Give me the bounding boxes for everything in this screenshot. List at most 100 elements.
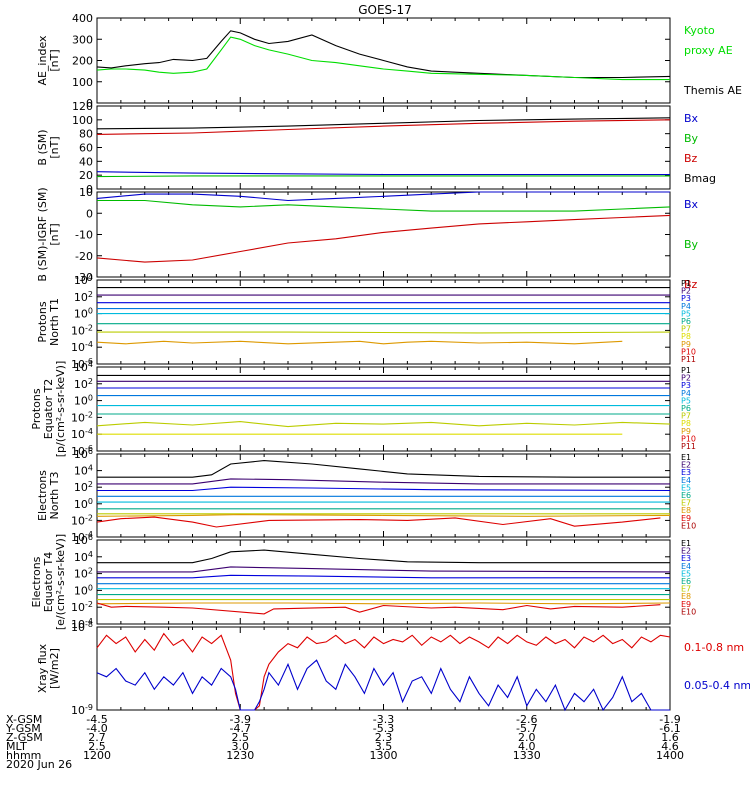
series-0-05-0-4-nm — [96, 659, 670, 712]
y-axis-label: Protons — [36, 301, 49, 342]
legend-entry: E9 — [681, 514, 691, 523]
y-tick-label: 10-2 — [71, 600, 93, 614]
y-tick-label: 100 — [74, 583, 93, 597]
y-axis-label: [p/(cm²-s-sr-keV)] — [54, 361, 67, 458]
legend-entry: E1 — [681, 539, 691, 548]
legend-entry: P4 — [681, 302, 691, 311]
legend-entry: P8 — [681, 332, 691, 341]
legend-entry: P9 — [681, 340, 691, 349]
legend-entry: By — [684, 238, 699, 251]
legend-entry: P10 — [681, 434, 696, 443]
panel-frame — [96, 279, 671, 365]
ephemeris-value: 1230 — [226, 749, 254, 762]
y-axis-label: North T1 — [48, 298, 61, 346]
y-axis-label: AE_index — [36, 35, 49, 86]
series-e8 — [96, 514, 671, 517]
ephemeris-value: 3.5 — [375, 740, 393, 753]
y-tick-label: 10-4 — [71, 530, 93, 544]
ephemeris-value: -6.1 — [659, 722, 680, 735]
legend-entry: P6 — [681, 317, 691, 326]
y-tick-label: 10-2 — [71, 323, 93, 337]
panel-pt2: 10-6 10-4 10-2 100 102 104 Protons Equator T2 [p… — [30, 360, 696, 458]
ephemeris-row-label: X-GSM — [6, 713, 42, 726]
legend-entry: proxy AE — [684, 44, 733, 57]
y-tick-label: 106 — [74, 447, 93, 461]
legend-entry: P2 — [681, 287, 691, 296]
legend-entry: Themis AE — [683, 84, 742, 97]
series-bmag — [96, 117, 671, 130]
series-e3 — [97, 574, 670, 579]
y-axis-label: Xray flux — [36, 643, 49, 693]
y-axis-label: Protons — [30, 388, 43, 429]
y-tick-label: -30 — [75, 271, 93, 284]
legend-entry: P10 — [681, 347, 696, 356]
legend-entry: P3 — [681, 381, 691, 390]
y-axis-label: Electrons — [36, 470, 49, 521]
ephemeris-value: -4.7 — [230, 722, 251, 735]
legend-entry: E10 — [681, 521, 696, 530]
figure-title: GOES-17 — [358, 3, 412, 17]
series-e9 — [96, 602, 661, 615]
ephemeris-value: -2.6 — [516, 713, 537, 726]
ephemeris-row-label: Z-GSM — [6, 731, 43, 744]
ephemeris-value: -4.5 — [86, 713, 107, 726]
y-tick-label: 10-6 — [71, 444, 93, 458]
legend-entry: E4 — [681, 476, 691, 485]
series-bz — [96, 214, 671, 263]
series-e1 — [97, 460, 670, 478]
ephemeris-value: 1.6 — [661, 731, 679, 744]
y-tick-label: 102 — [74, 480, 93, 494]
y-axis-label: B (SM)-IGRF (SM) — [36, 187, 49, 281]
series-bx — [96, 191, 670, 202]
y-axis-label: North T3 — [48, 472, 61, 520]
y-tick-label: 10-6 — [71, 357, 93, 371]
y-tick-label: 10-9 — [71, 703, 93, 717]
series-themis-ae — [96, 30, 671, 79]
y-tick-label: 100 — [74, 307, 93, 321]
legend-entry: 0.1-0.8 nm — [684, 641, 744, 654]
ephemeris-row-label: Y-GSM — [5, 722, 41, 735]
series-p7 — [96, 421, 671, 428]
series-e1 — [97, 549, 670, 564]
legend-entry: P6 — [681, 404, 691, 413]
ephemeris-value: -1.9 — [659, 713, 680, 726]
series-e2 — [97, 566, 671, 573]
legend-entry: P7 — [681, 325, 691, 334]
y-axis-label: [e/(cm²-s-sr-keV)] — [54, 534, 67, 630]
y-axis-label: [nT] — [48, 223, 61, 245]
legend-entry: E6 — [681, 491, 691, 500]
series-e3 — [97, 486, 671, 492]
legend-entry: P1 — [681, 366, 691, 375]
ephemeris-value: 1300 — [370, 749, 398, 762]
ephemeris-value: 1330 — [513, 749, 541, 762]
y-tick-label: 104 — [74, 273, 93, 287]
series-by — [97, 199, 671, 212]
ephemeris-value: 2.3 — [375, 731, 393, 744]
legend-entry: E7 — [681, 585, 691, 594]
y-tick-label: 200 — [72, 55, 93, 68]
ephemeris-value: 4.6 — [661, 740, 679, 753]
series-e2 — [97, 478, 670, 485]
y-tick-label: 100 — [74, 497, 93, 511]
ephemeris-row-label: hhmm — [6, 749, 41, 762]
legend-entry: P8 — [681, 419, 691, 428]
panel-frame — [96, 366, 671, 452]
ephemeris-value: 2.5 — [88, 740, 106, 753]
ephemeris-value: 1400 — [656, 749, 684, 762]
series-kyoto-proxy-ae — [96, 36, 670, 81]
panel-frame — [96, 539, 671, 625]
ephemeris-value: -5.7 — [516, 722, 537, 735]
legend-entry: E7 — [681, 499, 691, 508]
legend-entry: E6 — [681, 577, 691, 586]
y-tick-label: 104 — [74, 550, 93, 564]
legend-entry: E3 — [681, 468, 691, 477]
y-tick-label: 10-8 — [71, 620, 93, 634]
legend-entry: P11 — [681, 442, 696, 451]
y-tick-label: 20 — [79, 169, 93, 182]
y-tick-label: 0 — [86, 183, 93, 196]
series-0-1-0-8-nm — [96, 632, 671, 711]
